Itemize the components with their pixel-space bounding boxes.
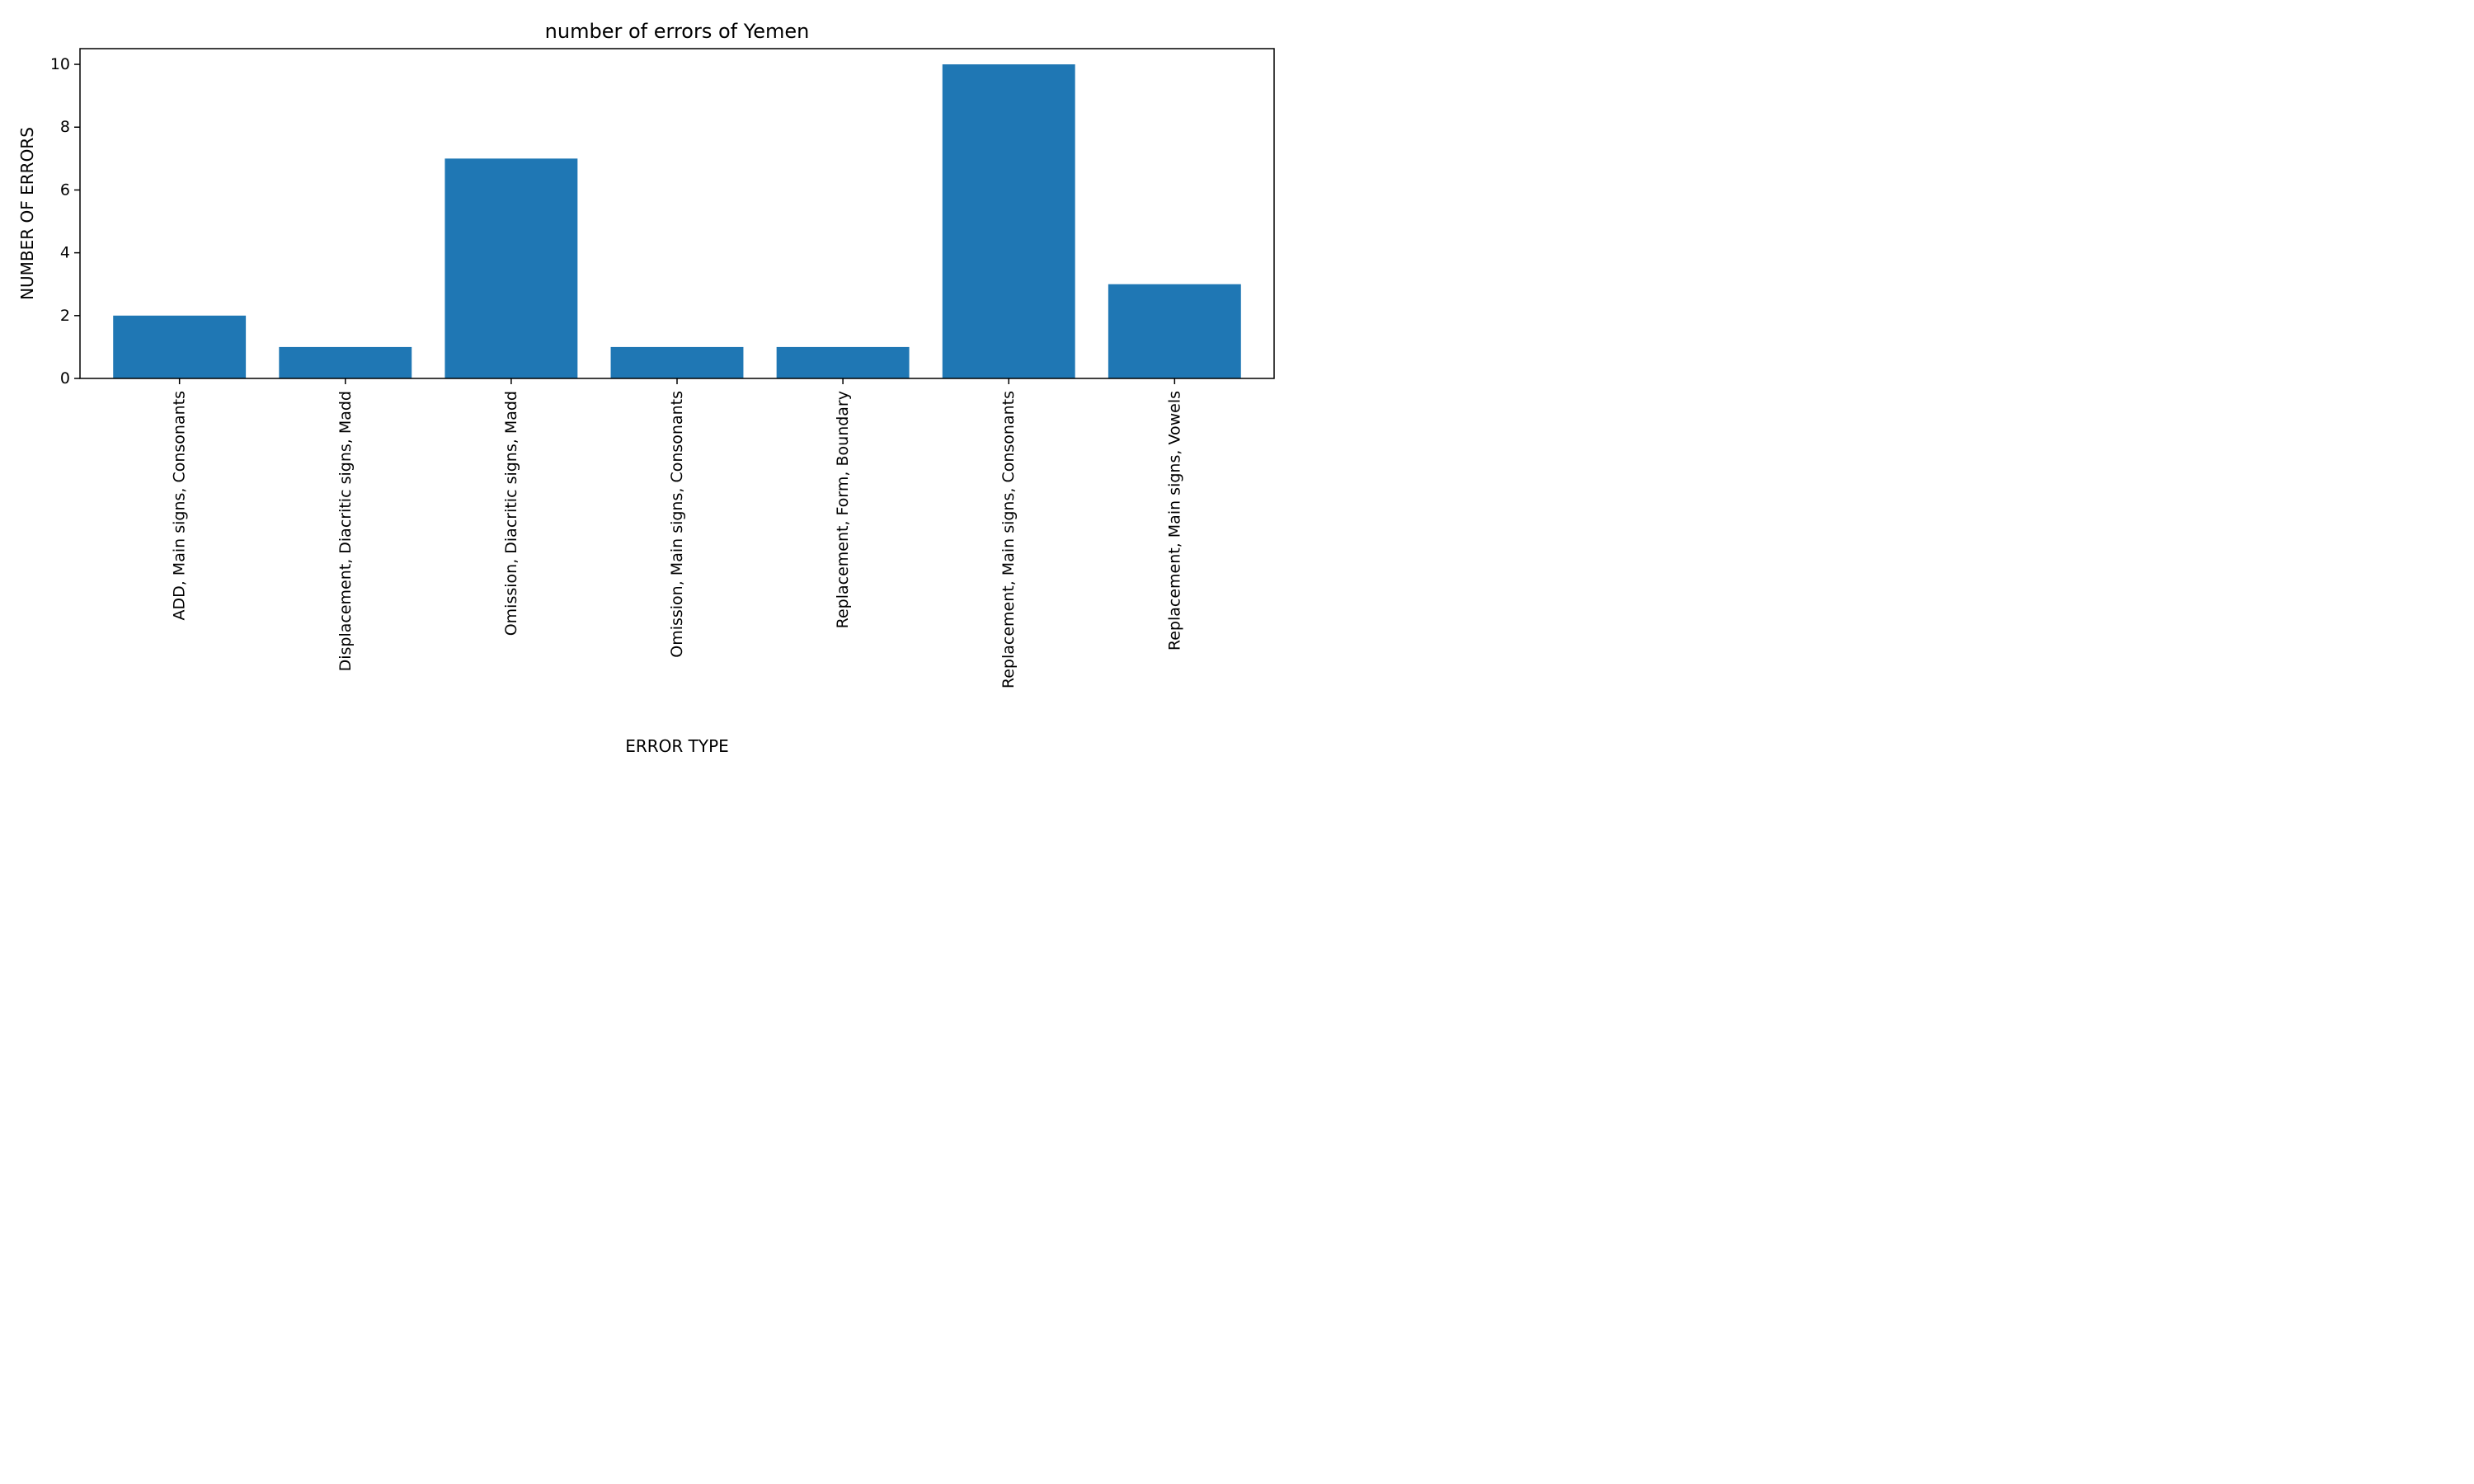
x-tick-label: Omission, Diacritic signs, Madd <box>502 391 520 636</box>
x-tick-label: Replacement, Main signs, Vowels <box>1165 391 1183 650</box>
bar-3 <box>444 158 578 379</box>
x-axis: ADD, Main signs, Consonants Displacement,… <box>171 378 1183 688</box>
y-tick-label: 6 <box>60 181 70 199</box>
y-axis-label: NUMBER OF ERRORS <box>17 127 37 300</box>
x-tick-label: Omission, Main signs, Consonants <box>668 391 686 658</box>
x-tick-label: Replacement, Main signs, Consonants <box>999 391 1018 688</box>
y-tick-label: 2 <box>60 307 70 325</box>
bar-5 <box>776 346 910 378</box>
bar-2 <box>279 346 412 378</box>
x-tick-label: ADD, Main signs, Consonants <box>171 391 189 621</box>
y-tick-label: 8 <box>60 118 70 136</box>
x-tick-label: Displacement, Diacritic signs, Madd <box>336 391 355 671</box>
x-axis-label: ERROR TYPE <box>625 736 729 756</box>
bars-group <box>113 64 1241 379</box>
bar-6 <box>942 64 1075 379</box>
y-tick-label: 0 <box>60 369 70 387</box>
bar-chart: number of errors of Yemen 0 2 4 6 8 10 ADD, M… <box>0 0 1286 772</box>
bar-4 <box>610 346 744 378</box>
y-axis: 0 2 4 6 8 10 <box>50 55 80 387</box>
bar-1 <box>113 315 247 378</box>
x-tick-label: Replacement, Form, Boundary <box>834 391 852 628</box>
y-tick-label: 10 <box>50 55 70 73</box>
chart-title: number of errors of Yemen <box>545 20 810 43</box>
bar-7 <box>1108 284 1241 378</box>
y-tick-label: 4 <box>60 244 70 262</box>
